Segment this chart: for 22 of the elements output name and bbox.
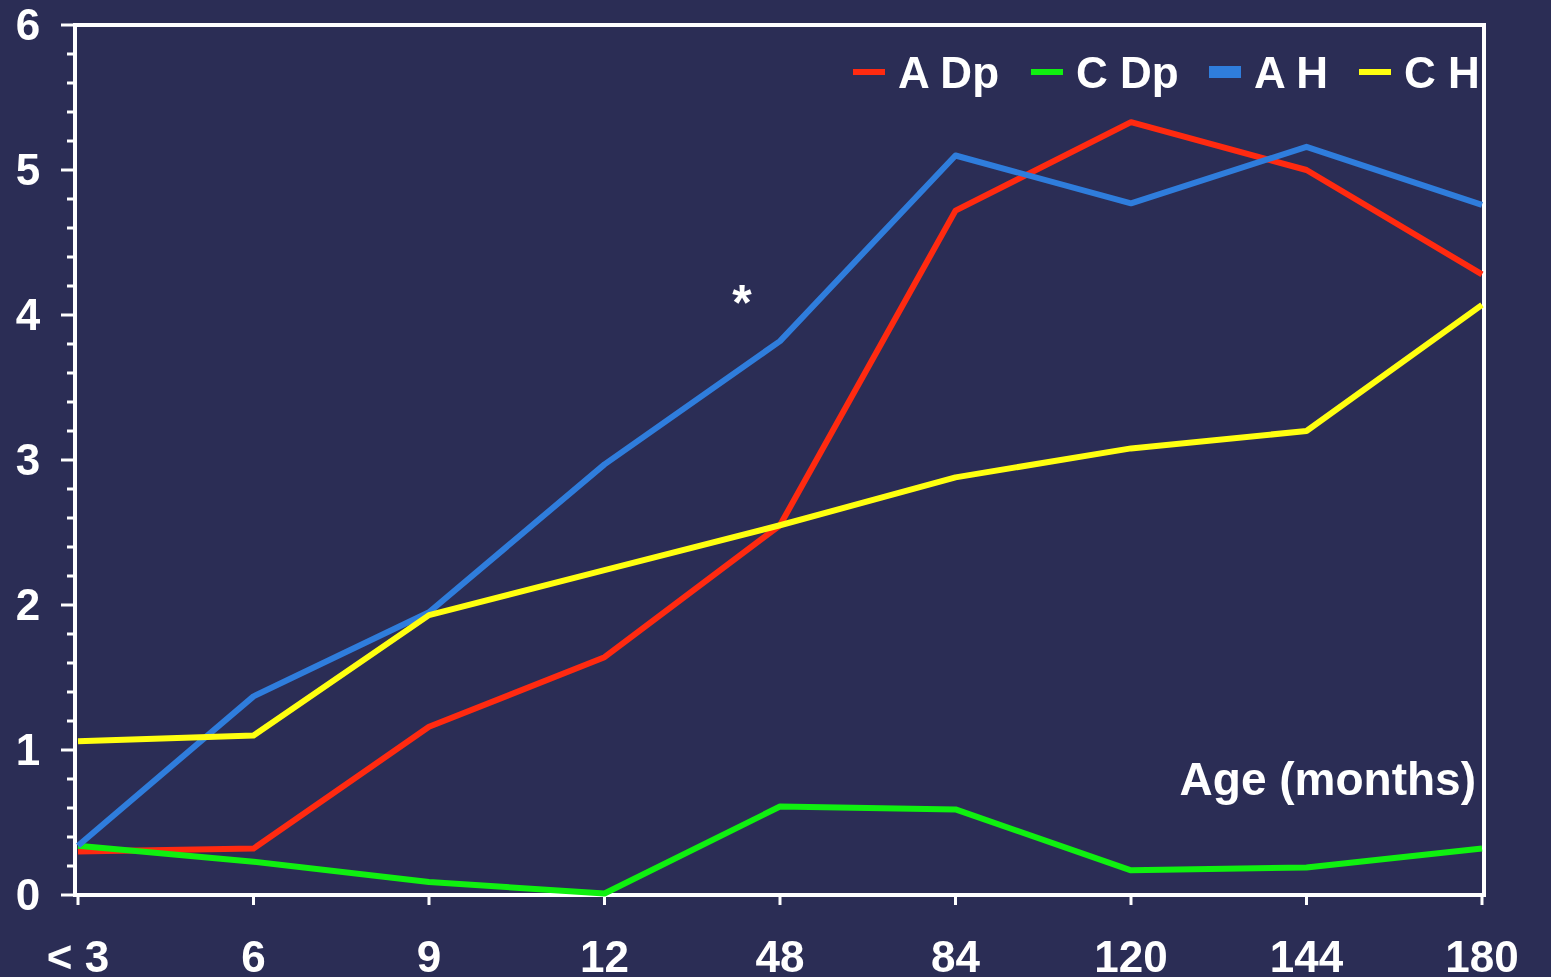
- x-tick-label: 9: [416, 932, 442, 977]
- legend-label: C H: [1404, 48, 1480, 97]
- annotation: *: [732, 275, 753, 331]
- x-tick-label: 12: [580, 932, 629, 977]
- y-tick-label: 6: [15, 0, 41, 49]
- y-tick-label: 0: [15, 870, 41, 919]
- x-axis-title: Age (months): [1179, 753, 1476, 805]
- x-tick-label: 84: [931, 932, 981, 977]
- y-tick-label: 1: [15, 725, 41, 774]
- x-tick-label: 180: [1445, 932, 1519, 977]
- legend-label: A Dp: [898, 48, 1000, 97]
- x-tick-label: 144: [1269, 932, 1344, 977]
- legend-label: C Dp: [1076, 48, 1179, 97]
- y-tick-label: 2: [15, 580, 41, 629]
- y-tick-label: 5: [15, 145, 41, 194]
- x-tick-label: 48: [755, 932, 805, 977]
- x-tick-label: 6: [241, 932, 266, 977]
- x-tick-label: < 3: [46, 932, 110, 977]
- y-tick-label: 3: [15, 435, 41, 484]
- x-tick-label: 120: [1094, 932, 1168, 977]
- y-tick-label: 4: [15, 290, 41, 339]
- legend-label: A H: [1254, 48, 1329, 97]
